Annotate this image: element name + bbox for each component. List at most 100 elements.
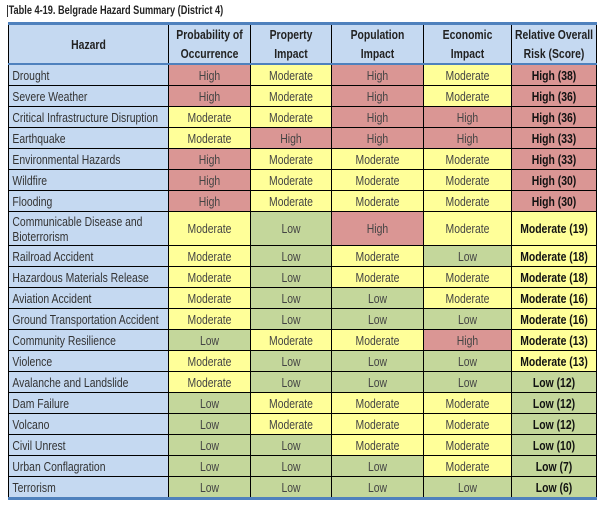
rating-text: Moderate [187, 269, 232, 285]
economic-impact-cell: High [423, 329, 512, 351]
property-impact-cell: Low [250, 211, 332, 246]
population-impact-cell: Low [331, 350, 424, 372]
table-row: Violence Moderate Low Low Low Moderate (13) [8, 350, 597, 372]
population-impact-cell: Moderate [331, 245, 424, 267]
hazard-name-cell: Aviation Accident [8, 287, 169, 309]
economic-impact-cell: Moderate [423, 148, 512, 170]
table-row: Environmental Hazards High Moderate Moderat… [8, 148, 597, 170]
overall-risk-cell: Low (12) [511, 413, 597, 435]
rating-text: Moderate [355, 437, 400, 453]
rating-text: Moderate [445, 395, 490, 411]
table-row: Civil Unrest Low Low Moderate Moderate Low (1… [8, 434, 597, 456]
rating-text: High [366, 67, 389, 83]
hazard-name-cell: Urban Conflagration [8, 455, 169, 477]
hazard-name: Communicable Disease and Bioterrorism [12, 213, 143, 244]
population-impact-cell: Moderate [331, 190, 424, 212]
overall-risk-cell: Moderate (18) [511, 245, 597, 267]
risk-score: High (30) [531, 193, 577, 209]
rating-text: Moderate [269, 193, 313, 209]
property-impact-cell: Low [250, 266, 332, 288]
population-impact-cell: Low [331, 371, 424, 393]
economic-impact-cell: Moderate [423, 169, 512, 191]
rating-text: Low [367, 479, 388, 495]
overall-risk-cell: High (36) [511, 106, 597, 128]
hazard-name-cell: Violence [8, 350, 169, 372]
table-row: Flooding High Moderate Moderate Moderate High… [8, 190, 597, 212]
hazard-name: Hazardous Materials Release [12, 269, 149, 285]
rating-text: Low [281, 221, 301, 236]
economic-impact-cell: Moderate [423, 211, 512, 246]
table-caption: Table 4-19. Belgrade Hazard Summary (Dis… [7, 5, 224, 17]
rating-text: Moderate [355, 395, 400, 411]
risk-score: High (38) [531, 67, 577, 83]
rating-text: High [198, 193, 221, 209]
population-impact-cell: Moderate [331, 413, 424, 435]
property-impact-cell: Moderate [250, 190, 332, 212]
rating-text: Low [281, 353, 301, 369]
hazard-name: Aviation Accident [12, 290, 92, 306]
population-impact-cell: High [331, 85, 424, 107]
probability-cell: High [168, 85, 251, 107]
rating-text: High [456, 109, 479, 125]
table-row: Community Resilience Low Moderate Moderate H… [8, 329, 597, 351]
rating-text: Low [199, 479, 220, 495]
rating-text: High [198, 151, 221, 167]
rating-text: Low [367, 374, 388, 390]
rating-text: Low [281, 248, 301, 264]
risk-score: Low (6) [535, 479, 573, 495]
population-impact-cell: High [331, 127, 424, 149]
hazard-name-cell: Wildfire [8, 169, 169, 191]
header-label: Property Impact [269, 27, 313, 61]
rating-text: Moderate [445, 88, 490, 104]
population-impact-cell: Moderate [331, 392, 424, 414]
table-row: Dam Failure Low Moderate Moderate Moderate Lo… [8, 392, 597, 414]
probability-cell: Moderate [168, 106, 251, 128]
property-impact-cell: Low [250, 455, 332, 477]
rating-text: Low [367, 290, 388, 306]
property-impact-cell: Moderate [250, 169, 332, 191]
table-row: Aviation Accident Moderate Low Low Moderate M… [8, 287, 597, 309]
rating-text: Moderate [187, 130, 232, 146]
overall-risk-cell: Moderate (16) [511, 308, 597, 330]
rating-text: Moderate [355, 332, 400, 348]
property-impact-cell: Low [250, 350, 332, 372]
overall-risk-cell: High (30) [511, 169, 597, 191]
table-row: Ground Transportation Accident Moderate Lo… [8, 308, 597, 330]
economic-impact-cell: Moderate [423, 413, 512, 435]
rating-text: Low [457, 374, 478, 390]
overall-risk-cell: Moderate (13) [511, 329, 597, 351]
population-impact-cell: High [331, 211, 424, 246]
rating-text: Moderate [187, 311, 232, 327]
overall-risk-cell: Low (12) [511, 371, 597, 393]
risk-score: Moderate (18) [520, 269, 588, 285]
rating-text: Moderate [445, 290, 490, 306]
overall-risk-cell: Moderate (19) [511, 211, 597, 246]
hazard-name-cell: Critical Infrastructure Disruption [8, 106, 169, 128]
table-row: Hazardous Materials Release Moderate Low Mo… [8, 266, 597, 288]
probability-cell: Moderate [168, 211, 251, 246]
rating-text: Low [281, 458, 301, 474]
table-row: Railroad Accident Moderate Low Moderate Low M… [8, 245, 597, 267]
hazard-name: Severe Weather [12, 88, 88, 104]
risk-score: Moderate (16) [520, 311, 588, 327]
header-property-impact: Property Impact [250, 23, 332, 65]
table-row: Critical Infrastructure Disruption Modera… [8, 106, 597, 128]
population-impact-cell: Moderate [331, 148, 424, 170]
population-impact-cell: Moderate [331, 169, 424, 191]
probability-cell: Moderate [168, 371, 251, 393]
overall-risk-cell: Moderate (13) [511, 350, 597, 372]
probability-cell: Low [168, 476, 251, 499]
probability-cell: Moderate [168, 287, 251, 309]
rating-text: High [456, 130, 479, 146]
probability-cell: Moderate [168, 245, 251, 267]
property-impact-cell: Low [250, 287, 332, 309]
table-row: Severe Weather High Moderate High Moderate Hi… [8, 85, 597, 107]
hazard-name: Terrorism [12, 479, 56, 495]
table-row: Earthquake Moderate High High High High (33) [8, 127, 597, 149]
economic-impact-cell: Low [423, 308, 512, 330]
population-impact-cell: High [331, 63, 424, 86]
overall-risk-cell: High (33) [511, 148, 597, 170]
rating-text: High [366, 88, 389, 104]
header-label: Population Impact [350, 27, 405, 61]
rating-text: Moderate [269, 109, 313, 125]
